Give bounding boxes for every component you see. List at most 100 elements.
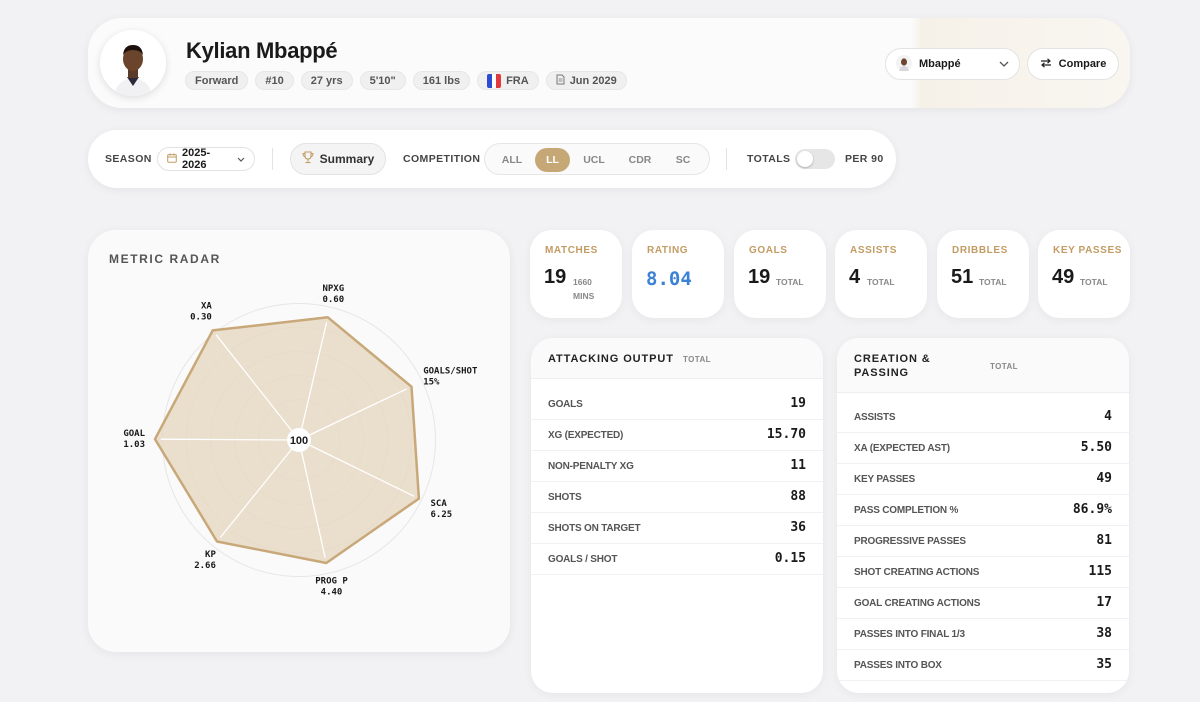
table-row: Non-Penalty xG 11	[531, 451, 823, 482]
stat-card-assists: ASSISTS 4 TOTAL	[835, 230, 927, 318]
player-header: Kylian Mbappé Forward #10 27 yrs 5'10" 1…	[88, 18, 1130, 108]
player-avatar	[100, 30, 166, 96]
table-row: Passes into Box 35	[837, 650, 1129, 681]
attacking-output-card: ATTACKING OUTPUT TOTAL Goals 19 xG (Expect…	[531, 338, 823, 693]
row-label: Goal Creating Actions	[854, 598, 981, 609]
row-value: 38	[1096, 626, 1112, 641]
metric-radar-card: 100 NPXG 0.60 GOALS/SHOT 15% SCA 6.25 PROG P 4.…	[88, 230, 510, 652]
row-label: Key Passes	[854, 474, 915, 485]
row-value: 81	[1096, 533, 1112, 548]
stat-value: 49	[1052, 266, 1075, 288]
radar-axis-label: KP	[205, 550, 216, 560]
row-value: 0.15	[774, 551, 806, 566]
player-select-dropdown[interactable]: Mbappé	[885, 48, 1020, 80]
stat-minutes: 1660	[573, 277, 592, 287]
row-value: 17	[1096, 595, 1112, 610]
row-label: Passes into Box	[854, 660, 942, 671]
summary-label: Summary	[319, 152, 375, 166]
table-row: Shot Creating Actions 115	[837, 557, 1129, 588]
row-label: Passes into Final 1/3	[854, 629, 965, 640]
stat-value: 19	[544, 266, 567, 288]
attacking-title: ATTACKING OUTPUT	[548, 353, 674, 365]
age-label: 27 yrs	[310, 74, 343, 87]
nation-chip: FRA	[477, 71, 539, 90]
swap-icon	[1040, 57, 1052, 71]
contract-label: Jun 2029	[569, 74, 617, 87]
season-select[interactable]: 2025-2026	[157, 147, 255, 171]
tab-competition-ll[interactable]: LL	[535, 148, 570, 172]
competition-tabs: ALL LL UCL CDR SC	[484, 143, 710, 175]
stat-card-matches: MATCHES 19 1660 MINS	[530, 230, 622, 318]
player-thumb-icon	[896, 54, 912, 74]
radar-spoke	[215, 334, 300, 441]
weight-label: 161 lbs	[422, 74, 461, 87]
radar-spoke	[219, 439, 300, 538]
competition-label: COMPETITION	[403, 153, 481, 165]
radar-axis-label: XA	[201, 302, 212, 312]
season-label: SEASON	[105, 153, 152, 165]
row-value: 15.70	[766, 427, 806, 442]
row-label: Shots	[548, 492, 582, 503]
totals-per90-toggle[interactable]	[795, 149, 835, 169]
radar-axis-value: 15%	[423, 377, 440, 387]
radar-axis-label: SCA	[431, 499, 448, 509]
row-label: Shots on Target	[548, 523, 641, 534]
compare-button[interactable]: Compare	[1027, 48, 1119, 80]
row-label: Non-Penalty xG	[548, 461, 634, 472]
season-value: 2025-2026	[182, 147, 211, 171]
creation-passing-card: CREATION & PASSING TOTAL Assists 4 xA (Exp…	[837, 338, 1129, 693]
stat-minutes-unit: MINS	[573, 291, 595, 301]
player-select-value: Mbappé	[919, 58, 961, 70]
radar-spoke	[160, 438, 300, 441]
row-value: 19	[790, 396, 806, 411]
creation-unit: TOTAL	[990, 362, 1018, 371]
radar-center-label: 100	[290, 435, 308, 447]
row-label: Assists	[854, 412, 896, 423]
stat-value: 8.04	[646, 268, 692, 290]
stat-card-key-passes: KEY PASSES 49 TOTAL	[1038, 230, 1130, 318]
table-row: Goals 19	[531, 389, 823, 420]
contract-chip: Jun 2029	[545, 71, 627, 90]
tab-competition-cdr[interactable]: CDR	[628, 154, 652, 166]
stat-card-dribbles: DRIBBLES 51 TOTAL	[937, 230, 1029, 318]
tab-competition-ucl[interactable]: UCL	[583, 154, 605, 166]
stat-card-goals: GOALS 19 TOTAL	[734, 230, 826, 318]
row-value: 5.50	[1080, 440, 1112, 455]
tab-competition-sc[interactable]: SC	[675, 154, 691, 166]
row-value: 88	[790, 489, 806, 504]
stat-value: 4	[849, 266, 861, 288]
table-row: Goals / Shot 0.15	[531, 544, 823, 575]
radar-axis-value: 4.40	[321, 587, 343, 597]
totals-label: TOTALS	[747, 153, 791, 165]
chevron-down-icon	[237, 153, 245, 165]
chevron-down-icon	[999, 58, 1009, 70]
table-header: ATTACKING OUTPUT TOTAL	[531, 338, 823, 379]
stat-label: ASSISTS	[850, 245, 897, 256]
stat-value: 51	[951, 266, 974, 288]
table-row: Key Passes 49	[837, 464, 1129, 495]
row-label: xA (Expected Ast)	[854, 443, 950, 454]
creation-title-line2: PASSING	[854, 367, 909, 379]
stat-unit: TOTAL	[979, 277, 1007, 287]
calendar-icon	[167, 152, 177, 166]
table-row: Assists 4	[837, 402, 1129, 433]
summary-button[interactable]: Summary	[290, 143, 386, 175]
radar-axis-value: 2.66	[194, 561, 216, 571]
tab-competition-all[interactable]: ALL	[501, 154, 523, 166]
stat-card-rating: RATING 8.04	[632, 230, 724, 318]
france-flag-icon	[487, 73, 502, 88]
stat-label: MATCHES	[545, 245, 598, 256]
toggle-knob	[797, 151, 813, 167]
row-value: 49	[1096, 471, 1112, 486]
table-header: CREATION & PASSING TOTAL	[837, 338, 1129, 393]
nation-label: FRA	[506, 74, 529, 87]
row-value: 115	[1088, 564, 1112, 579]
stat-unit: TOTAL	[867, 277, 895, 287]
radar-axis-label: GOALS/SHOT	[423, 366, 478, 376]
radar-axis-label: NPXG	[322, 284, 344, 294]
radar-spoke	[298, 439, 326, 559]
stat-value: 19	[748, 266, 771, 288]
weight-chip: 161 lbs	[412, 71, 471, 90]
divider	[272, 148, 273, 170]
